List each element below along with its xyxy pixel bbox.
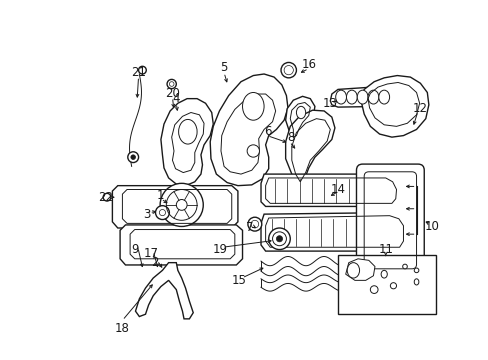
Ellipse shape <box>346 263 359 278</box>
Text: 1: 1 <box>156 189 163 202</box>
Text: 22: 22 <box>98 191 113 204</box>
Text: 14: 14 <box>330 183 345 196</box>
Ellipse shape <box>268 228 290 249</box>
Polygon shape <box>329 86 393 107</box>
Text: 15: 15 <box>231 274 246 287</box>
Ellipse shape <box>138 66 146 74</box>
Ellipse shape <box>296 106 305 119</box>
Polygon shape <box>345 259 374 280</box>
Ellipse shape <box>167 80 176 89</box>
Text: 20: 20 <box>164 87 180 100</box>
Ellipse shape <box>103 193 111 201</box>
Text: 9: 9 <box>131 243 139 256</box>
Text: 10: 10 <box>424 220 439 233</box>
Ellipse shape <box>380 270 386 278</box>
Ellipse shape <box>178 120 197 144</box>
Polygon shape <box>120 225 242 265</box>
Ellipse shape <box>413 268 418 273</box>
Ellipse shape <box>242 93 264 120</box>
Ellipse shape <box>378 90 389 104</box>
Polygon shape <box>210 74 287 186</box>
Text: 6: 6 <box>264 125 271 138</box>
Text: 21: 21 <box>131 66 146 79</box>
Ellipse shape <box>246 145 259 157</box>
Text: 16: 16 <box>301 58 316 71</box>
Ellipse shape <box>131 155 135 159</box>
Text: 19: 19 <box>212 243 227 256</box>
Ellipse shape <box>155 206 169 220</box>
Ellipse shape <box>402 264 407 269</box>
Polygon shape <box>261 213 407 251</box>
Ellipse shape <box>413 279 418 285</box>
Ellipse shape <box>369 286 377 293</box>
Text: 7: 7 <box>245 221 253 234</box>
Polygon shape <box>161 99 213 186</box>
Ellipse shape <box>357 90 367 104</box>
Ellipse shape <box>276 236 282 242</box>
Ellipse shape <box>160 183 203 226</box>
Polygon shape <box>360 76 428 137</box>
Ellipse shape <box>346 90 357 104</box>
Text: 11: 11 <box>378 243 392 256</box>
Polygon shape <box>285 96 314 143</box>
Text: 4: 4 <box>172 92 180 105</box>
Ellipse shape <box>367 90 378 104</box>
Text: 12: 12 <box>412 102 427 115</box>
Polygon shape <box>285 110 334 186</box>
Polygon shape <box>135 263 193 319</box>
Ellipse shape <box>247 217 261 231</box>
Ellipse shape <box>281 62 296 78</box>
Polygon shape <box>261 174 400 206</box>
FancyBboxPatch shape <box>356 164 424 276</box>
Ellipse shape <box>127 152 138 163</box>
Ellipse shape <box>335 90 346 104</box>
Text: 17: 17 <box>143 247 158 260</box>
Bar <box>337 255 435 314</box>
Text: 2: 2 <box>151 256 158 269</box>
Polygon shape <box>112 186 238 228</box>
Ellipse shape <box>389 283 396 289</box>
Text: 8: 8 <box>287 131 294 144</box>
Text: 3: 3 <box>143 208 150 221</box>
Text: 13: 13 <box>322 97 337 110</box>
Text: 5: 5 <box>220 61 227 74</box>
Text: 18: 18 <box>115 321 130 334</box>
